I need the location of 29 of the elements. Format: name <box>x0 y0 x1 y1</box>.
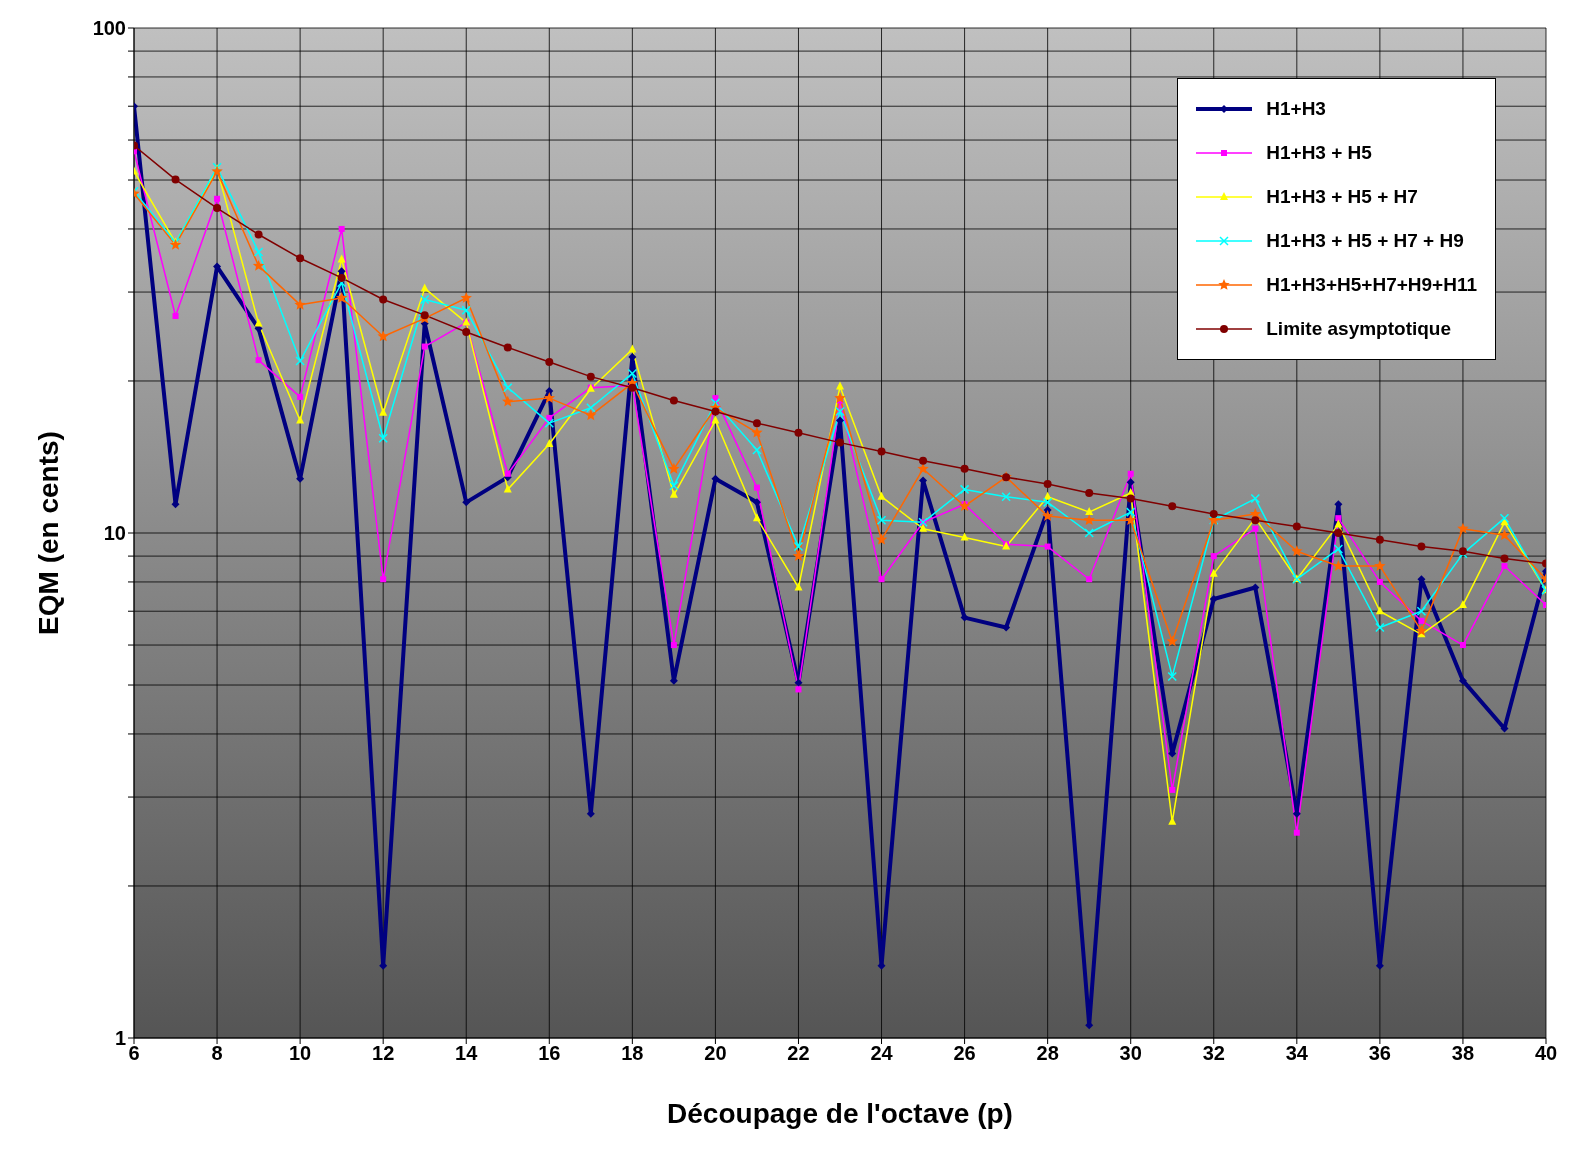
x-tick-label: 6 <box>128 1042 140 1065</box>
legend-label: H1+H3 + H5 + H7 <box>1266 186 1418 208</box>
x-tick-label: 18 <box>621 1042 644 1065</box>
legend-label: H1+H3 <box>1266 98 1326 120</box>
y-tick-label: 100 <box>92 17 126 40</box>
x-tick-label: 16 <box>538 1042 561 1065</box>
x-tick-label: 36 <box>1368 1042 1392 1065</box>
legend-label: H1+H3 + H5 <box>1266 142 1372 164</box>
legend-label: H1+H3 + H5 + H7 + H9 <box>1266 230 1464 252</box>
x-tick-label: 10 <box>288 1042 312 1065</box>
x-tick-label: 26 <box>953 1042 976 1065</box>
x-tick-label: 30 <box>1119 1042 1142 1065</box>
x-tick-label: 20 <box>704 1042 727 1065</box>
x-tick-label: 38 <box>1451 1042 1475 1065</box>
x-tick-label: 22 <box>787 1042 810 1065</box>
x-axis-title: Découpage de l'octave (p) <box>667 1098 1013 1129</box>
y-tick-label: 10 <box>103 522 126 545</box>
y-tick-label: 1 <box>114 1027 126 1050</box>
x-tick-label: 12 <box>372 1042 395 1065</box>
x-tick-label: 32 <box>1202 1042 1225 1065</box>
x-tick-label: 34 <box>1285 1042 1309 1065</box>
legend-label: H1+H3+H5+H7+H9+H11 <box>1266 274 1477 296</box>
x-tick-label: 8 <box>211 1042 223 1065</box>
x-tick-label: 24 <box>870 1042 894 1065</box>
x-tick-label: 28 <box>1036 1042 1059 1065</box>
x-tick-label: 14 <box>455 1042 479 1065</box>
x-tick-label: 40 <box>1534 1042 1558 1065</box>
y-axis-title: EQM (en cents) <box>32 431 64 635</box>
legend-label: Limite asymptotique <box>1266 318 1452 340</box>
